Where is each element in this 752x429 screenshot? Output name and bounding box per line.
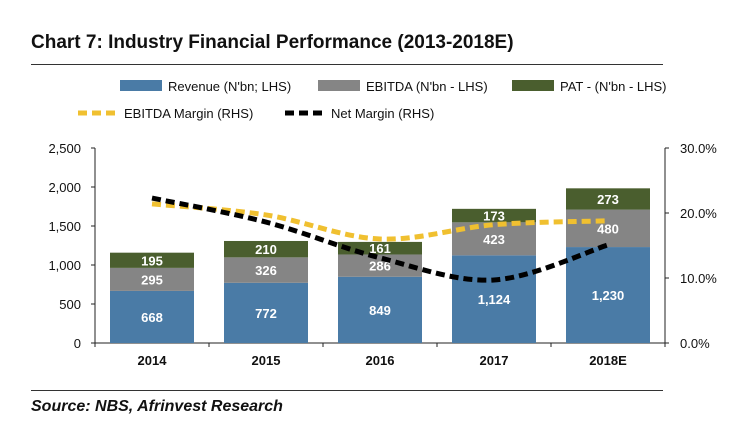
bar-segment <box>224 257 308 283</box>
bar-data-label: 668 <box>141 310 163 325</box>
legend-label: EBITDA Margin (RHS) <box>124 106 253 121</box>
left-tick-label: 1,500 <box>48 219 81 234</box>
bar-segment <box>452 255 536 343</box>
bar-segment <box>110 252 194 268</box>
line-series-ebitda-margin-rhs- <box>151 201 609 242</box>
right-tick-label: 10.0% <box>680 271 717 286</box>
legend-label: PAT - (N'bn - LHS) <box>560 79 667 94</box>
legend-label: Revenue (N'bn; LHS) <box>168 79 291 94</box>
x-tick-label: 2016 <box>366 353 395 368</box>
legend-swatch <box>120 80 162 91</box>
x-tick-label: 2018E <box>589 353 627 368</box>
bar-data-label: 1,230 <box>592 288 625 303</box>
bar-segment <box>338 254 422 277</box>
right-tick-label: 20.0% <box>680 206 717 221</box>
bar-segment <box>452 222 536 256</box>
bar-data-label: 210 <box>255 242 277 257</box>
bar-data-label: 849 <box>369 303 391 318</box>
bar-data-label: 326 <box>255 263 277 278</box>
bar-data-label: 195 <box>141 253 163 268</box>
bar-data-label: 480 <box>597 221 619 236</box>
bar-data-label: 1,124 <box>478 292 511 307</box>
left-tick-label: 500 <box>59 297 81 312</box>
source-note: Source: NBS, Afrinvest Research <box>31 398 283 415</box>
right-tick-label: 0.0% <box>680 336 710 351</box>
line-series-net-margin-rhs- <box>151 195 609 283</box>
bar-segment <box>566 247 650 343</box>
bar-segment <box>110 290 194 343</box>
legend-swatch <box>512 80 554 91</box>
bar-segment <box>566 209 650 248</box>
x-tick-label: 2017 <box>480 353 509 368</box>
legend-label: EBITDA (N'bn - LHS) <box>366 79 488 94</box>
left-tick-label: 2,500 <box>48 141 81 156</box>
left-tick-label: 2,000 <box>48 180 81 195</box>
left-tick-label: 1,000 <box>48 258 81 273</box>
chart-title: Chart 7: Industry Financial Performance … <box>31 32 514 53</box>
bar-data-label: 286 <box>369 259 391 274</box>
bar-segment <box>566 188 650 210</box>
x-tick-label: 2014 <box>138 353 168 368</box>
bar-data-label: 273 <box>597 192 619 207</box>
bar-data-label: 173 <box>483 209 505 224</box>
left-tick-label: 0 <box>74 336 81 351</box>
bar-data-label: 295 <box>141 272 163 287</box>
bar-segment <box>452 208 536 223</box>
legend-label: Net Margin (RHS) <box>331 106 434 121</box>
bar-data-label: 161 <box>369 241 391 256</box>
x-tick-label: 2015 <box>252 353 281 368</box>
bar-data-label: 423 <box>483 232 505 247</box>
right-tick-label: 30.0% <box>680 141 717 156</box>
bar-segment <box>338 276 422 343</box>
bar-segment <box>110 267 194 291</box>
title-divider <box>31 64 663 65</box>
bar-segment <box>224 240 308 258</box>
bar-segment <box>224 282 308 343</box>
source-divider <box>31 390 663 391</box>
bar-data-label: 772 <box>255 306 277 321</box>
chart-svg: 0 500 1,000 1,500 2,000 2,500 0.0% 10.0% 20.0% 30… <box>48 79 717 368</box>
legend-swatch <box>318 80 360 91</box>
